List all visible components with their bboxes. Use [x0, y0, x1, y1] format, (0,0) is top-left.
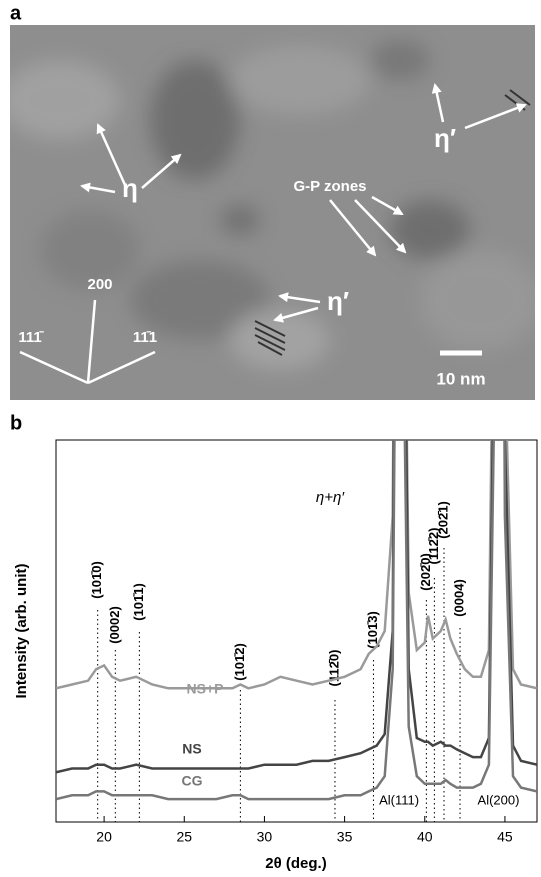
label: η: [122, 173, 138, 203]
x-tick-label: 25: [176, 829, 192, 845]
label: G-P zones: [293, 178, 366, 195]
reflection-label: (101̄0): [89, 561, 104, 599]
x-tick-label: 20: [96, 829, 112, 845]
x-tick-label: 45: [497, 829, 513, 845]
y-axis-label: Intensity (arb. unit): [13, 563, 30, 698]
scale-label: 10 nm: [436, 369, 485, 388]
reflection-label: (202̄1): [435, 501, 450, 539]
peak-label: Al(200): [478, 792, 520, 807]
label: η′: [327, 286, 349, 316]
panel-label: a: [10, 2, 22, 24]
label: 111̄: [18, 329, 44, 346]
reflection-label: (0002): [107, 606, 122, 644]
legend-label: CG: [182, 773, 203, 789]
peak-label: Al(111): [379, 792, 419, 807]
reflection-label: (0004): [451, 579, 466, 617]
legend-label: NS+P: [187, 681, 224, 697]
x-axis-label: 2θ (deg.): [265, 855, 326, 872]
x-tick-label: 35: [337, 829, 353, 845]
label: η′: [434, 123, 456, 153]
label: 11̄1: [133, 329, 157, 346]
panel-label: b: [10, 412, 22, 434]
annotation: η+η′: [316, 489, 345, 506]
legend-label: NS: [182, 741, 201, 757]
reflection-label: (101̄1): [131, 583, 146, 621]
x-tick-label: 40: [417, 829, 433, 845]
reflection-label: (101̄2): [232, 643, 247, 681]
x-tick-label: 30: [257, 829, 273, 845]
label: 200: [87, 276, 112, 293]
tem-image: [0, 25, 540, 400]
figure: a η η′ G-P zones η′ 200 111̄: [0, 0, 541, 877]
page: a η η′ G-P zones η′ 200 111̄: [0, 0, 541, 877]
